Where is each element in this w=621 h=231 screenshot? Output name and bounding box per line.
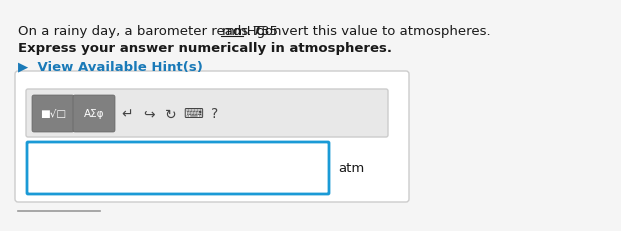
FancyBboxPatch shape (15, 72, 409, 202)
Text: ↪: ↪ (143, 107, 155, 121)
Text: ↻: ↻ (165, 107, 177, 121)
Text: Express your answer numerically in atmospheres.: Express your answer numerically in atmos… (18, 42, 392, 55)
FancyBboxPatch shape (73, 96, 115, 132)
Text: AΣφ: AΣφ (84, 109, 104, 119)
Text: ?: ? (211, 107, 219, 121)
Text: ↵: ↵ (121, 107, 133, 121)
FancyBboxPatch shape (27, 142, 329, 194)
FancyBboxPatch shape (32, 96, 74, 132)
Text: mmHg: mmHg (221, 25, 265, 38)
Text: atm: atm (338, 162, 365, 175)
Text: On a rainy day, a barometer reads 735: On a rainy day, a barometer reads 735 (18, 25, 283, 38)
Text: . Convert this value to atmospheres.: . Convert this value to atmospheres. (243, 25, 491, 38)
FancyBboxPatch shape (26, 90, 388, 137)
Text: ⌨: ⌨ (183, 107, 203, 121)
Text: ■√□: ■√□ (40, 109, 66, 119)
Text: ▶  View Available Hint(s): ▶ View Available Hint(s) (18, 60, 203, 73)
